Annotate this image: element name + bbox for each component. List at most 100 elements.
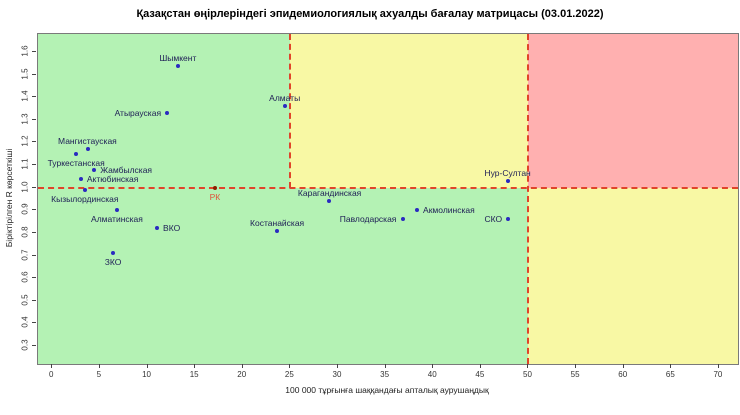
risk-zone-green-top-left <box>38 34 291 188</box>
data-point <box>176 63 180 68</box>
x-axis-tick-label: 10 <box>142 370 151 379</box>
y-axis-tick-label: 1.4 <box>20 90 30 102</box>
x-axis-tick <box>337 364 338 368</box>
data-point-label: Костанайская <box>250 217 305 228</box>
risk-zone-yellow-bottom-right <box>528 187 738 364</box>
threshold-line-vertical <box>289 34 292 188</box>
y-axis-tick <box>32 141 36 143</box>
y-axis-tick-label: 0.5 <box>20 294 30 306</box>
x-axis-tick <box>432 364 434 368</box>
data-point <box>111 251 116 256</box>
y-axis-tick <box>32 254 36 256</box>
data-point-label: Алматы <box>269 93 301 104</box>
x-axis-tick-label: 55 <box>570 370 580 379</box>
x-axis-tick-label: 5 <box>96 370 102 379</box>
y-axis-tick <box>32 164 36 166</box>
y-axis-tick <box>32 118 36 120</box>
data-point-label: Карагандинская <box>297 188 362 199</box>
y-axis-tick-label: 0.3 <box>20 339 30 351</box>
y-axis-tick <box>32 96 36 98</box>
y-axis-tick-label: 1.2 <box>20 135 30 148</box>
data-point-label: ВКО <box>163 223 181 234</box>
y-axis-tick-label: 1.0 <box>20 181 30 193</box>
x-axis-tick-label: 25 <box>284 370 294 379</box>
x-axis-tick <box>575 364 577 368</box>
data-point <box>327 199 332 204</box>
data-point-label: Атырауская <box>114 108 162 119</box>
data-point-label: Нур-Султан <box>484 167 531 178</box>
x-axis-tick <box>479 364 481 368</box>
x-axis-tick-label: 30 <box>332 370 342 379</box>
data-point <box>282 104 287 109</box>
data-point-label: Туркестанская <box>47 157 105 168</box>
x-axis-tick <box>98 364 100 368</box>
plot-area: Шымкент Алматы Атырауская Мангистауская Турк… <box>37 33 739 365</box>
y-axis-tick <box>32 322 36 324</box>
x-axis-tick <box>146 364 148 368</box>
y-axis-tick <box>32 51 36 53</box>
data-point <box>400 217 405 222</box>
data-point-label: Алматинская <box>91 214 143 225</box>
x-axis-tick <box>289 364 291 368</box>
y-axis-tick <box>32 299 36 301</box>
data-point <box>505 178 510 183</box>
data-point <box>275 228 280 233</box>
data-point-label: ЗКО <box>104 257 122 268</box>
y-axis-tick-label: 0.7 <box>20 248 30 261</box>
x-axis-tick-label: 45 <box>475 370 485 379</box>
y-axis-tick <box>32 73 36 75</box>
threshold-line-horizontal <box>38 186 738 189</box>
x-axis-tick <box>51 364 53 368</box>
x-axis-tick-label: 65 <box>665 370 675 379</box>
x-axis-tick <box>527 364 529 368</box>
x-axis-tick-label: 0 <box>49 370 54 379</box>
data-point-label: Акмолинская <box>423 205 475 216</box>
y-axis-tick-label: 0.6 <box>20 271 30 283</box>
x-axis-tick-label: 35 <box>380 370 390 379</box>
y-axis-tick-label: 1.3 <box>20 113 30 125</box>
risk-zone-red-top-right <box>528 34 738 188</box>
y-axis-tick-label: 0.8 <box>20 226 30 238</box>
data-point-label: Шымкент <box>159 52 197 63</box>
data-point <box>115 208 120 213</box>
y-axis-tick-label: 1.6 <box>20 45 30 57</box>
y-axis-tick-label: 1.1 <box>20 158 30 170</box>
chart-title: Қазақстан өңірлеріндегі эпидемиологиялық… <box>136 8 604 20</box>
y-axis-tick-label: 0.4 <box>20 316 30 328</box>
y-axis-tick <box>32 344 36 346</box>
data-point-label: РК <box>209 191 221 202</box>
x-axis-tick <box>670 364 672 368</box>
y-axis-tick-label: 1.5 <box>20 68 30 80</box>
data-point-label: Павлодарская <box>339 214 397 225</box>
data-point <box>155 226 160 231</box>
data-point-label: Актюбинская <box>86 173 139 184</box>
data-point-label: Мангистауская <box>58 136 117 147</box>
y-axis-title: Біріктірілген R көрсеткіші <box>4 148 14 248</box>
data-point <box>78 176 83 181</box>
y-axis-tick <box>32 209 36 211</box>
x-axis-tick-label: 15 <box>189 370 199 379</box>
data-point <box>506 217 511 222</box>
threshold-line-vertical <box>527 34 530 364</box>
data-point <box>74 151 79 156</box>
data-point-label: Кызылординская <box>51 193 119 204</box>
y-axis-tick <box>32 186 36 188</box>
x-axis-tick <box>194 364 196 368</box>
data-point-label: СКО <box>484 214 503 225</box>
x-axis-tick <box>241 364 243 368</box>
x-axis-tick <box>384 364 386 368</box>
x-axis-tick-label: 70 <box>713 370 723 379</box>
y-axis-tick <box>32 231 36 233</box>
risk-zone-green-bottom <box>38 187 529 364</box>
data-point <box>82 187 87 192</box>
data-point-label: Жамбылская <box>100 164 153 175</box>
x-axis-title: 100 000 тұрғынға шаққандағы апталық ауру… <box>285 385 489 395</box>
x-axis-tick-label: 20 <box>237 370 247 379</box>
x-axis-tick-label: 40 <box>427 370 437 379</box>
y-axis-tick-label: 0.9 <box>20 203 30 215</box>
y-axis-tick <box>32 277 36 279</box>
x-axis-tick <box>622 364 624 368</box>
x-axis-tick <box>717 364 719 368</box>
data-point <box>85 147 90 152</box>
